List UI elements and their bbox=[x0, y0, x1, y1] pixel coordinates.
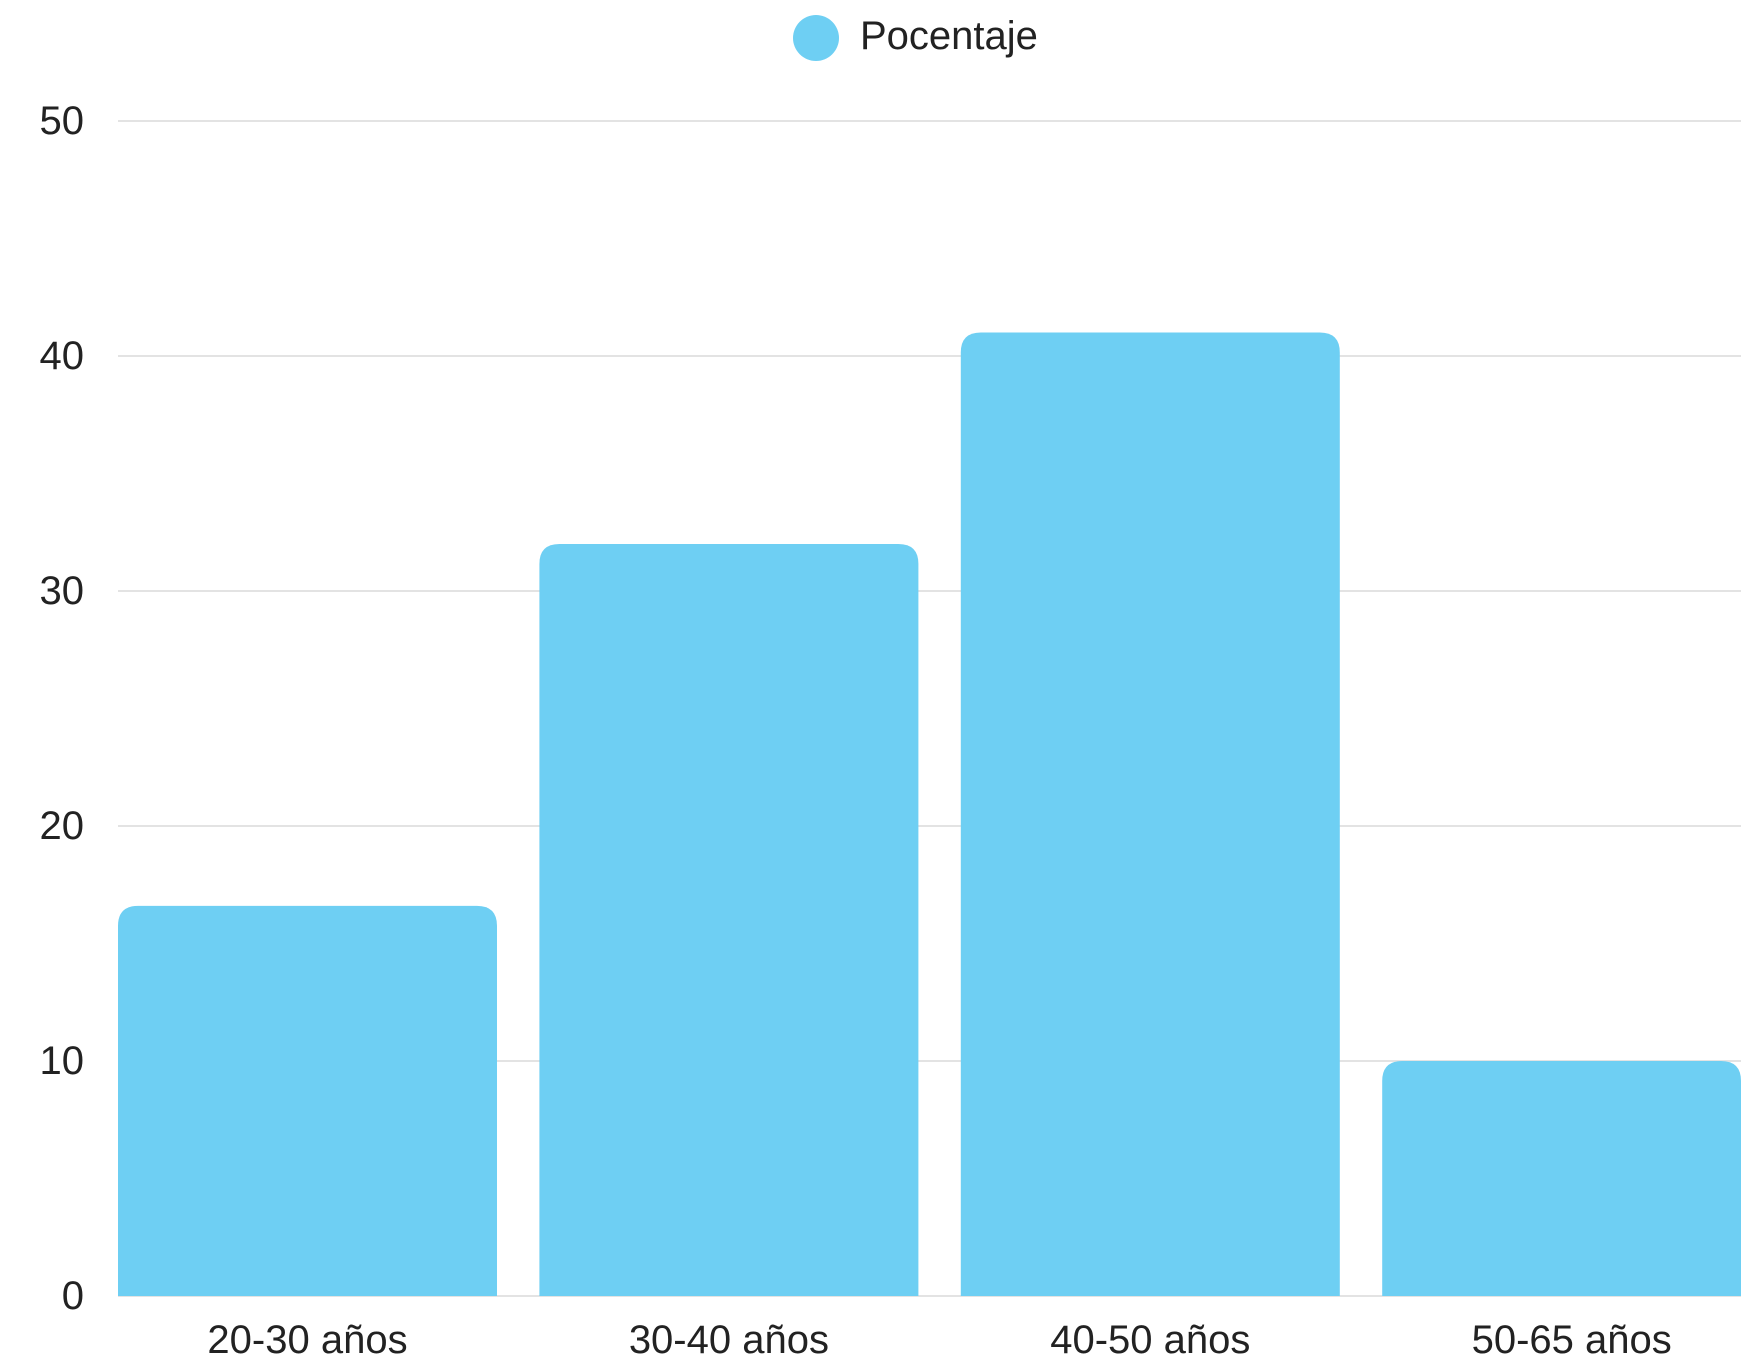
x-tick-label: 20-30 años bbox=[207, 1318, 407, 1362]
bar bbox=[960, 332, 1340, 1296]
y-tick-label: 20 bbox=[40, 804, 85, 848]
bar bbox=[1382, 1061, 1741, 1296]
legend-swatch-icon[interactable] bbox=[793, 15, 839, 61]
bars bbox=[118, 332, 1741, 1296]
bar bbox=[539, 544, 919, 1296]
y-tick-label: 40 bbox=[40, 334, 85, 378]
x-axis-tick-labels: 20-30 años 30-40 años 40-50 años 50-65 años bbox=[207, 1318, 1671, 1362]
legend-label[interactable]: Pocentaje bbox=[860, 14, 1038, 58]
bar bbox=[118, 905, 497, 1296]
y-tick-label: 30 bbox=[40, 569, 85, 613]
y-tick-label: 0 bbox=[62, 1274, 84, 1318]
y-axis-tick-labels: 0 10 20 30 40 50 bbox=[40, 99, 85, 1318]
y-tick-label: 10 bbox=[40, 1039, 85, 1083]
x-tick-label: 30-40 años bbox=[629, 1318, 829, 1362]
x-tick-label: 50-65 años bbox=[1472, 1318, 1672, 1362]
legend[interactable]: Pocentaje bbox=[793, 14, 1038, 61]
y-tick-label: 50 bbox=[40, 99, 85, 143]
x-tick-label: 40-50 años bbox=[1050, 1318, 1250, 1362]
